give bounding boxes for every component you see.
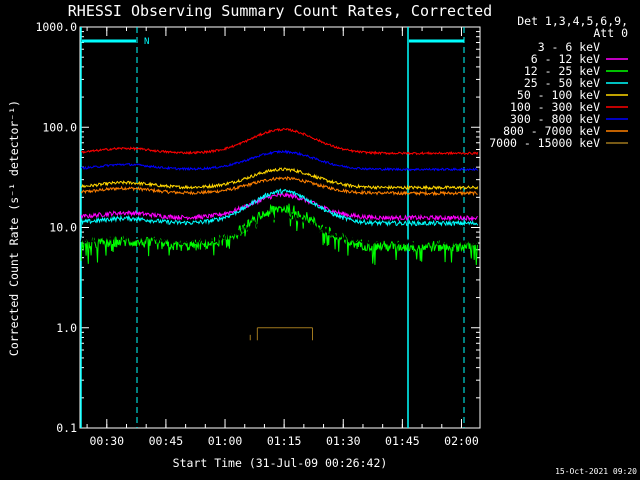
- series-line: [80, 211, 479, 247]
- y-axis: 0.1 1.0 10.0 100.0 1000.0: [35, 20, 480, 435]
- series-line: [80, 149, 479, 172]
- y-tick-label: 0.1: [56, 421, 77, 435]
- series-line: [80, 191, 478, 222]
- time-markers: N: [80, 27, 465, 428]
- series-line: [80, 127, 479, 156]
- legend-label: 100 - 300 keV: [510, 100, 600, 114]
- x-tick-label: 01:00: [208, 434, 243, 448]
- series-line: [80, 167, 479, 191]
- legend-label: 12 - 25 keV: [524, 64, 600, 78]
- plot-frame: [79, 26, 481, 429]
- legend-label: 300 - 800 keV: [510, 112, 600, 126]
- y-tick-label: 100.0: [42, 120, 77, 134]
- x-tick-label: 01:15: [267, 434, 302, 448]
- y-tick-label: 1.0: [56, 321, 77, 335]
- x-tick-label: 01:30: [326, 434, 361, 448]
- x-axis-label: Start Time (31-Jul-09 00:26:42): [173, 456, 388, 470]
- legend-header-line-1: Det 1,3,4,5,6,9,: [517, 14, 628, 28]
- x-tick-label: 02:00: [444, 434, 479, 448]
- y-axis-label: Corrected Count Rate (s⁻¹ detector⁻¹): [7, 100, 21, 356]
- chart-title: RHESSI Observing Summary Count Rates, Co…: [68, 2, 492, 20]
- y-tick-label: 10.0: [49, 221, 77, 235]
- series-layer: [80, 127, 479, 341]
- series-line: [80, 203, 479, 266]
- night-flag-label: N: [144, 37, 149, 47]
- legend-label: 3 - 6 keV: [538, 40, 600, 54]
- x-tick-label: 01:45: [385, 434, 420, 448]
- legend-header-line-2: Att 0: [593, 26, 628, 40]
- legend-label: 50 - 100 keV: [517, 88, 600, 102]
- x-tick-label: 00:30: [89, 434, 124, 448]
- legend-label: 7000 - 15000 keV: [489, 136, 600, 150]
- legend-label: 6 - 12 keV: [531, 52, 600, 66]
- legend-label: 25 - 50 keV: [524, 76, 600, 90]
- y-tick-label: 1000.0: [35, 20, 77, 34]
- series-line: [80, 188, 479, 227]
- generation-timestamp: 15-Oct-2021 09:20: [555, 467, 637, 476]
- x-axis: 00:30 00:45 01:00 01:15 01:30 01:45 02:00: [86, 27, 479, 448]
- series-line: [80, 175, 478, 197]
- legend-label: 800 - 7000 keV: [503, 124, 600, 138]
- x-tick-label: 00:45: [149, 434, 184, 448]
